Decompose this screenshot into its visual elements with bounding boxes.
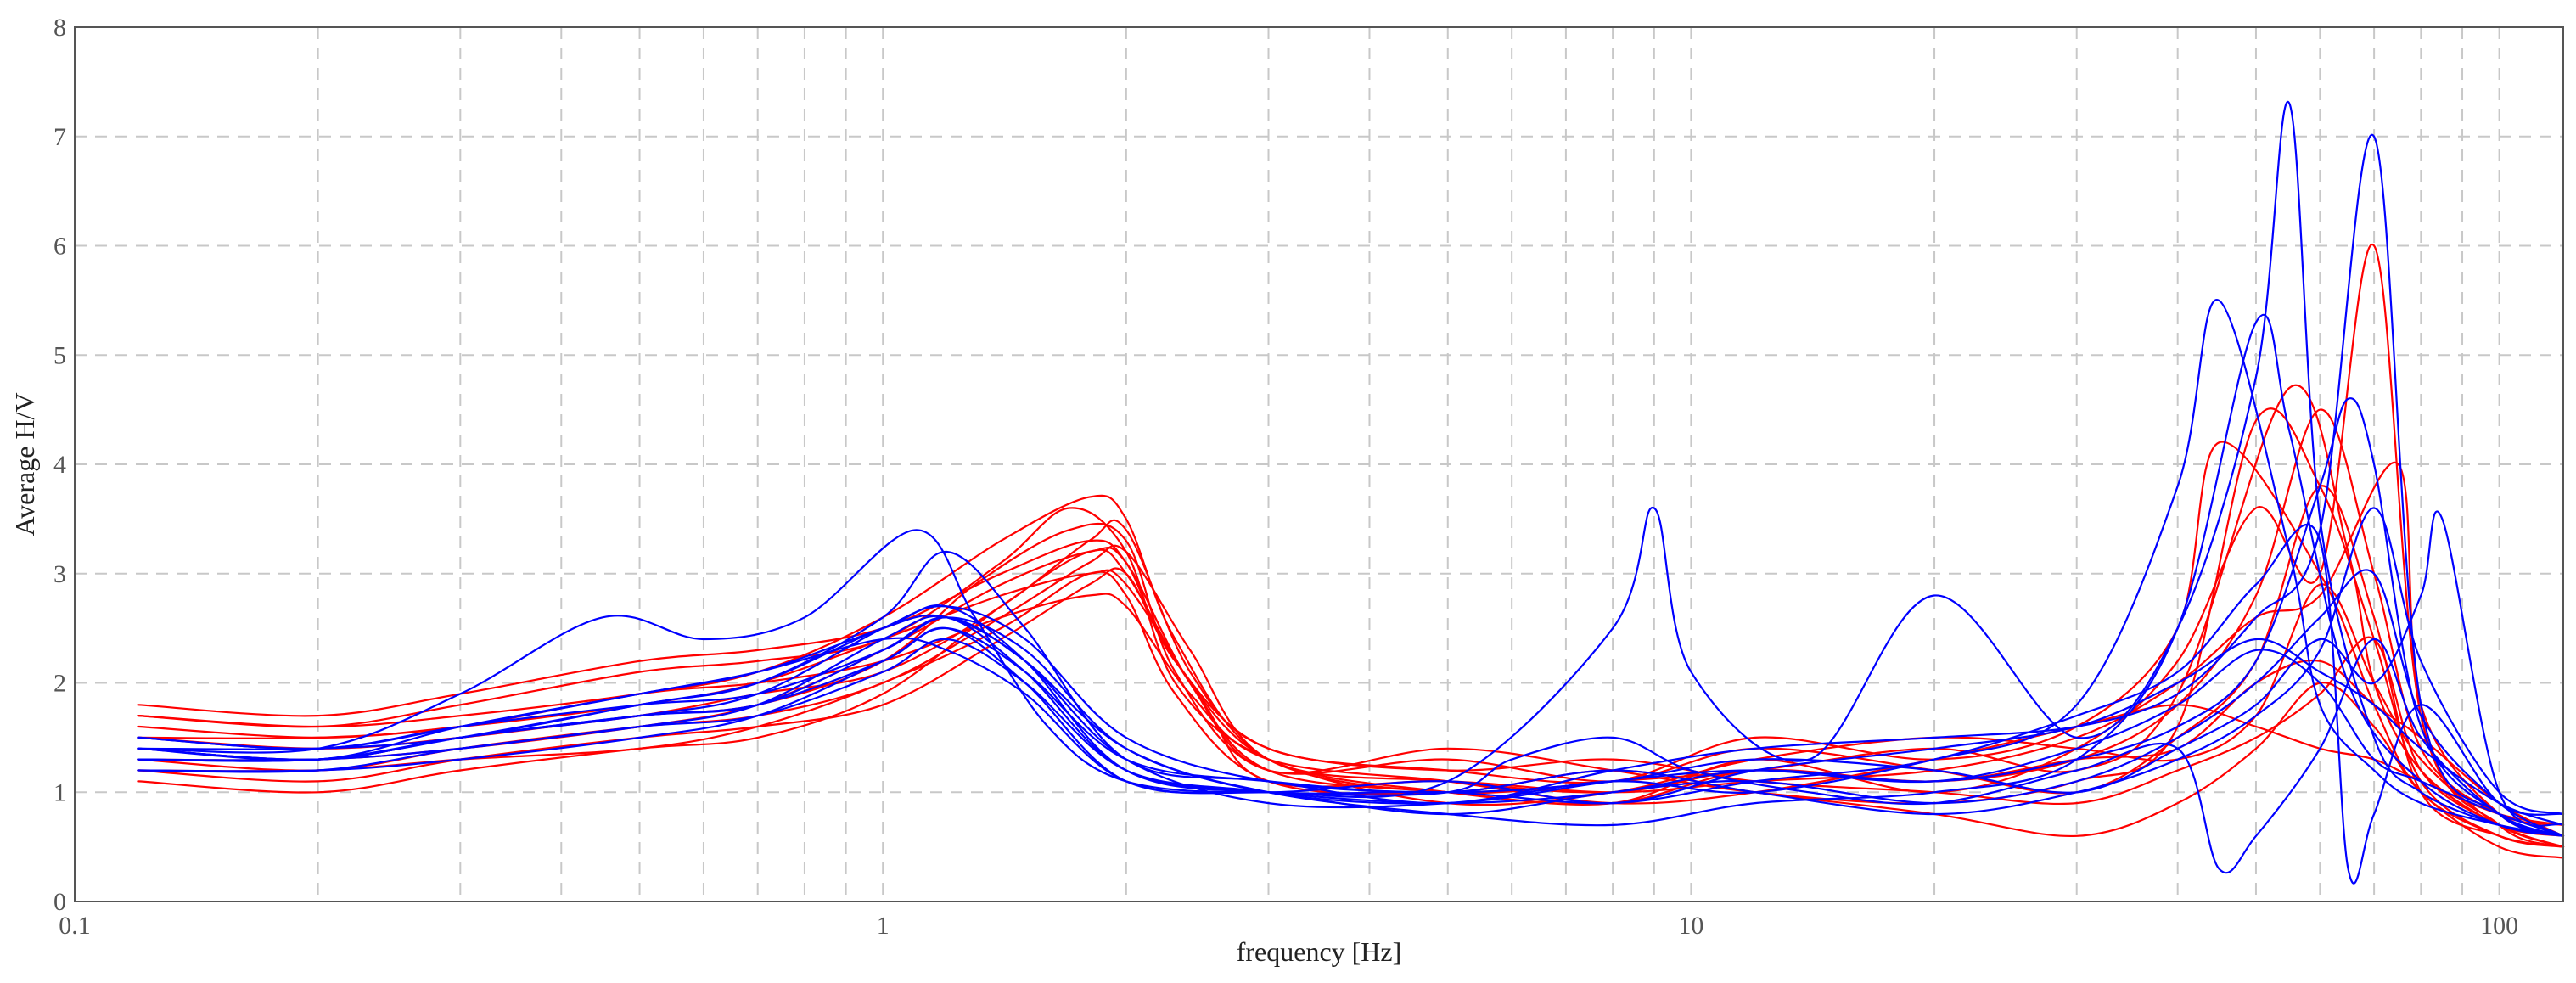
x-tick-label: 100: [2480, 912, 2518, 940]
x-tick-label: 10: [1678, 912, 1703, 940]
y-tick-label: 2: [53, 670, 66, 698]
y-tick-label: 3: [53, 560, 66, 588]
y-axis-ticks: 0 1 2 3 4 5 6 7 8: [53, 14, 66, 916]
x-axis-label: frequency [Hz]: [1237, 936, 1402, 967]
y-tick-label: 4: [53, 451, 66, 479]
curves: [137, 100, 2565, 885]
series-line-blue-11: [137, 507, 2565, 816]
series-line-red-03: [137, 441, 2565, 848]
y-axis-label: Average H/V: [9, 392, 40, 536]
series-line-blue-09: [137, 569, 2565, 837]
series-line-red-09: [137, 507, 2565, 848]
series-line-blue-10: [137, 637, 2565, 826]
x-axis-ticks: 0.1 1 10 100: [59, 912, 2518, 940]
x-tick-label: 0.1: [59, 912, 91, 940]
series-line-blue-08: [137, 524, 2565, 885]
x-tick-label: 1: [877, 912, 890, 940]
series-line-blue-01: [137, 100, 2565, 837]
series-line-blue-12: [137, 616, 2565, 837]
grid: [75, 27, 2563, 902]
y-tick-label: 8: [53, 14, 66, 42]
series-line-blue-04: [137, 313, 2565, 837]
y-tick-label: 7: [53, 123, 66, 151]
series-line-red-08: [137, 519, 2565, 848]
y-tick-label: 6: [53, 233, 66, 261]
plot-frame: [74, 26, 2564, 902]
y-tick-label: 0: [53, 888, 66, 916]
y-tick-label: 1: [53, 778, 66, 806]
y-tick-label: 5: [53, 341, 66, 369]
